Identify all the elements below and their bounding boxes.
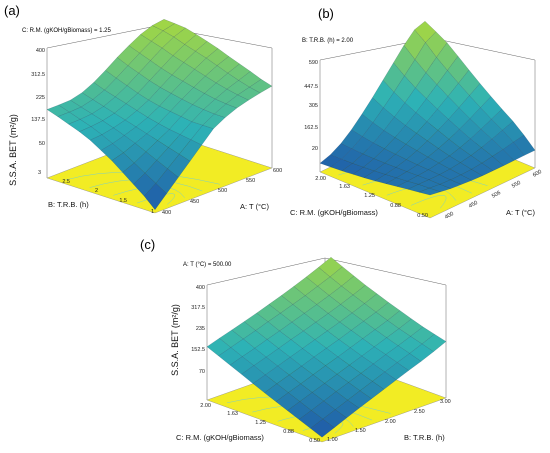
panel-c-x-ticks: 1.00 1.50 2.00 2.50 3.00 bbox=[327, 399, 451, 443]
panel-a-x-tick: 500 bbox=[218, 188, 227, 194]
panel-c-y-tick: 317.5 bbox=[191, 305, 205, 311]
panel-b-x-label: A: T (°C) bbox=[506, 208, 535, 217]
panel-b-x-ticks: 400 450 506 550 600 bbox=[444, 169, 543, 221]
panel-a-y-tick: 312.5 bbox=[31, 72, 45, 78]
panel-a: (a) C: R.M. (gKOH/gBiomass) = 1.25 S.S.A… bbox=[4, 3, 282, 216]
panel-a-x-tick: 450 bbox=[190, 199, 199, 205]
panel-c-x-label: B: T.R.B. (h) bbox=[404, 433, 445, 442]
panel-c-y-tick: 70 bbox=[199, 369, 205, 375]
panel-c-z-tick: 1.25 bbox=[255, 420, 266, 426]
panel-c-x-tick: 3.00 bbox=[440, 399, 451, 405]
panel-c-z-tick: 1.63 bbox=[227, 411, 238, 417]
panel-a-y-tick: 50 bbox=[39, 141, 45, 147]
panel-c-x-tick: 2.50 bbox=[414, 409, 425, 415]
surface-cell bbox=[249, 79, 273, 94]
panel-c-z-tick: 0.88 bbox=[283, 429, 294, 435]
panel-b-y-tick: 590 bbox=[309, 60, 318, 66]
surface-cell bbox=[421, 334, 447, 352]
floor-contour-line bbox=[137, 193, 176, 205]
panel-a-z-tick: 3 bbox=[38, 170, 41, 176]
surface-cell bbox=[513, 134, 536, 156]
panel-b-z-tick: 1.63 bbox=[339, 184, 350, 190]
panel-a-x-tick: 550 bbox=[246, 178, 255, 184]
panel-a-z-tick: 2.5 bbox=[62, 179, 70, 185]
panel-a-y-ticks: 400 312.5 225 137.5 50 bbox=[31, 48, 45, 147]
panel-c-z-tick: 0.50 bbox=[309, 438, 320, 444]
panel-c-x-tick: 1.50 bbox=[355, 428, 366, 434]
panel-b-x-tick: 506 bbox=[491, 190, 502, 200]
panel-a-x-tick: 600 bbox=[273, 168, 282, 174]
panel-c-y-tick: 152.5 bbox=[191, 347, 205, 353]
panel-b-x-tick: 400 bbox=[444, 211, 455, 221]
panel-a-label: (a) bbox=[4, 3, 20, 18]
panel-c-condition: A: T (°C) = 500.00 bbox=[183, 262, 232, 268]
panel-a-z-ticks: 3 2.5 2 1.5 1 bbox=[38, 170, 154, 215]
panel-c: (c) A: T (°C) = 500.00 S.S.A. BET (m²/g)… bbox=[140, 237, 451, 444]
panel-b-y-ticks: 590 447.5 305 162.5 20 bbox=[304, 60, 318, 152]
panel-b-z-ticks: 2.00 1.63 1.25 0.88 0.50 bbox=[315, 176, 428, 219]
panel-c-label: (c) bbox=[140, 237, 155, 252]
panel-b-y-tick: 305 bbox=[309, 103, 318, 109]
panel-a-y-tick: 225 bbox=[36, 95, 45, 101]
panel-c-surface bbox=[206, 257, 447, 438]
panel-b-y-tick: 447.5 bbox=[304, 84, 318, 90]
panel-b-z-tick: 0.50 bbox=[417, 213, 428, 219]
panel-b-z-tick: 2.00 bbox=[315, 176, 326, 182]
panel-a-x-ticks: 400 450 500 550 600 bbox=[162, 168, 282, 216]
panel-b-label: (b) bbox=[318, 6, 334, 21]
panel-b-x-tick: 450 bbox=[468, 200, 479, 210]
floor-contour-line bbox=[410, 195, 447, 209]
panel-c-y-tick: 235 bbox=[196, 326, 205, 332]
panel-b-condition: B: T.R.B. (h) = 2.00 bbox=[302, 38, 354, 44]
panel-c-z-label: C: R.M. (gKOH/gBiomass) bbox=[176, 433, 264, 442]
panel-a-surface bbox=[46, 19, 273, 210]
panel-b-y-tick: 162.5 bbox=[304, 125, 318, 131]
panel-c-y-tick: 400 bbox=[196, 285, 205, 291]
panel-c-x-tick: 1.00 bbox=[327, 437, 338, 443]
panel-a-x-label: A: T (°C) bbox=[240, 202, 269, 211]
panel-b-x-tick: 550 bbox=[511, 180, 522, 190]
panel-b-surface bbox=[319, 21, 536, 196]
panel-c-ylabel: S.S.A. BET (m²/g) bbox=[170, 304, 180, 376]
panel-a-z-tick: 2 bbox=[95, 188, 98, 194]
panel-b-z-tick: 1.25 bbox=[364, 193, 375, 199]
panel-a-y-tick: 137.5 bbox=[31, 117, 45, 123]
panel-c-x-tick: 2.00 bbox=[385, 419, 396, 425]
panel-b-y-tick: 20 bbox=[312, 146, 318, 152]
panel-b-z-tick: 0.88 bbox=[390, 203, 401, 209]
panel-b-x-tick: 600 bbox=[532, 169, 543, 179]
panel-c-z-tick: 2.00 bbox=[200, 403, 211, 409]
panel-a-condition: C: R.M. (gKOH/gBiomass) = 1.25 bbox=[22, 28, 112, 34]
panel-b-z-label: C: R.M. (gKOH/gBiomass) bbox=[290, 208, 378, 217]
panel-a-z-tick: 1.5 bbox=[119, 198, 127, 204]
panel-a-y-tick: 400 bbox=[36, 48, 45, 54]
panel-a-ylabel: S.S.A. BET (m²/g) bbox=[8, 114, 18, 186]
panel-a-x-tick: 400 bbox=[162, 210, 171, 216]
panel-a-z-tick: 1 bbox=[151, 209, 154, 215]
panel-c-y-ticks: 400 317.5 235 152.5 70 bbox=[191, 285, 205, 375]
panel-b: (b) B: T.R.B. (h) = 2.00 590 447.5 305 1… bbox=[290, 6, 543, 221]
panel-a-z-label: B: T.R.B. (h) bbox=[48, 200, 89, 209]
panel-c-z-ticks: 2.00 1.63 1.25 0.88 0.50 bbox=[200, 403, 320, 444]
